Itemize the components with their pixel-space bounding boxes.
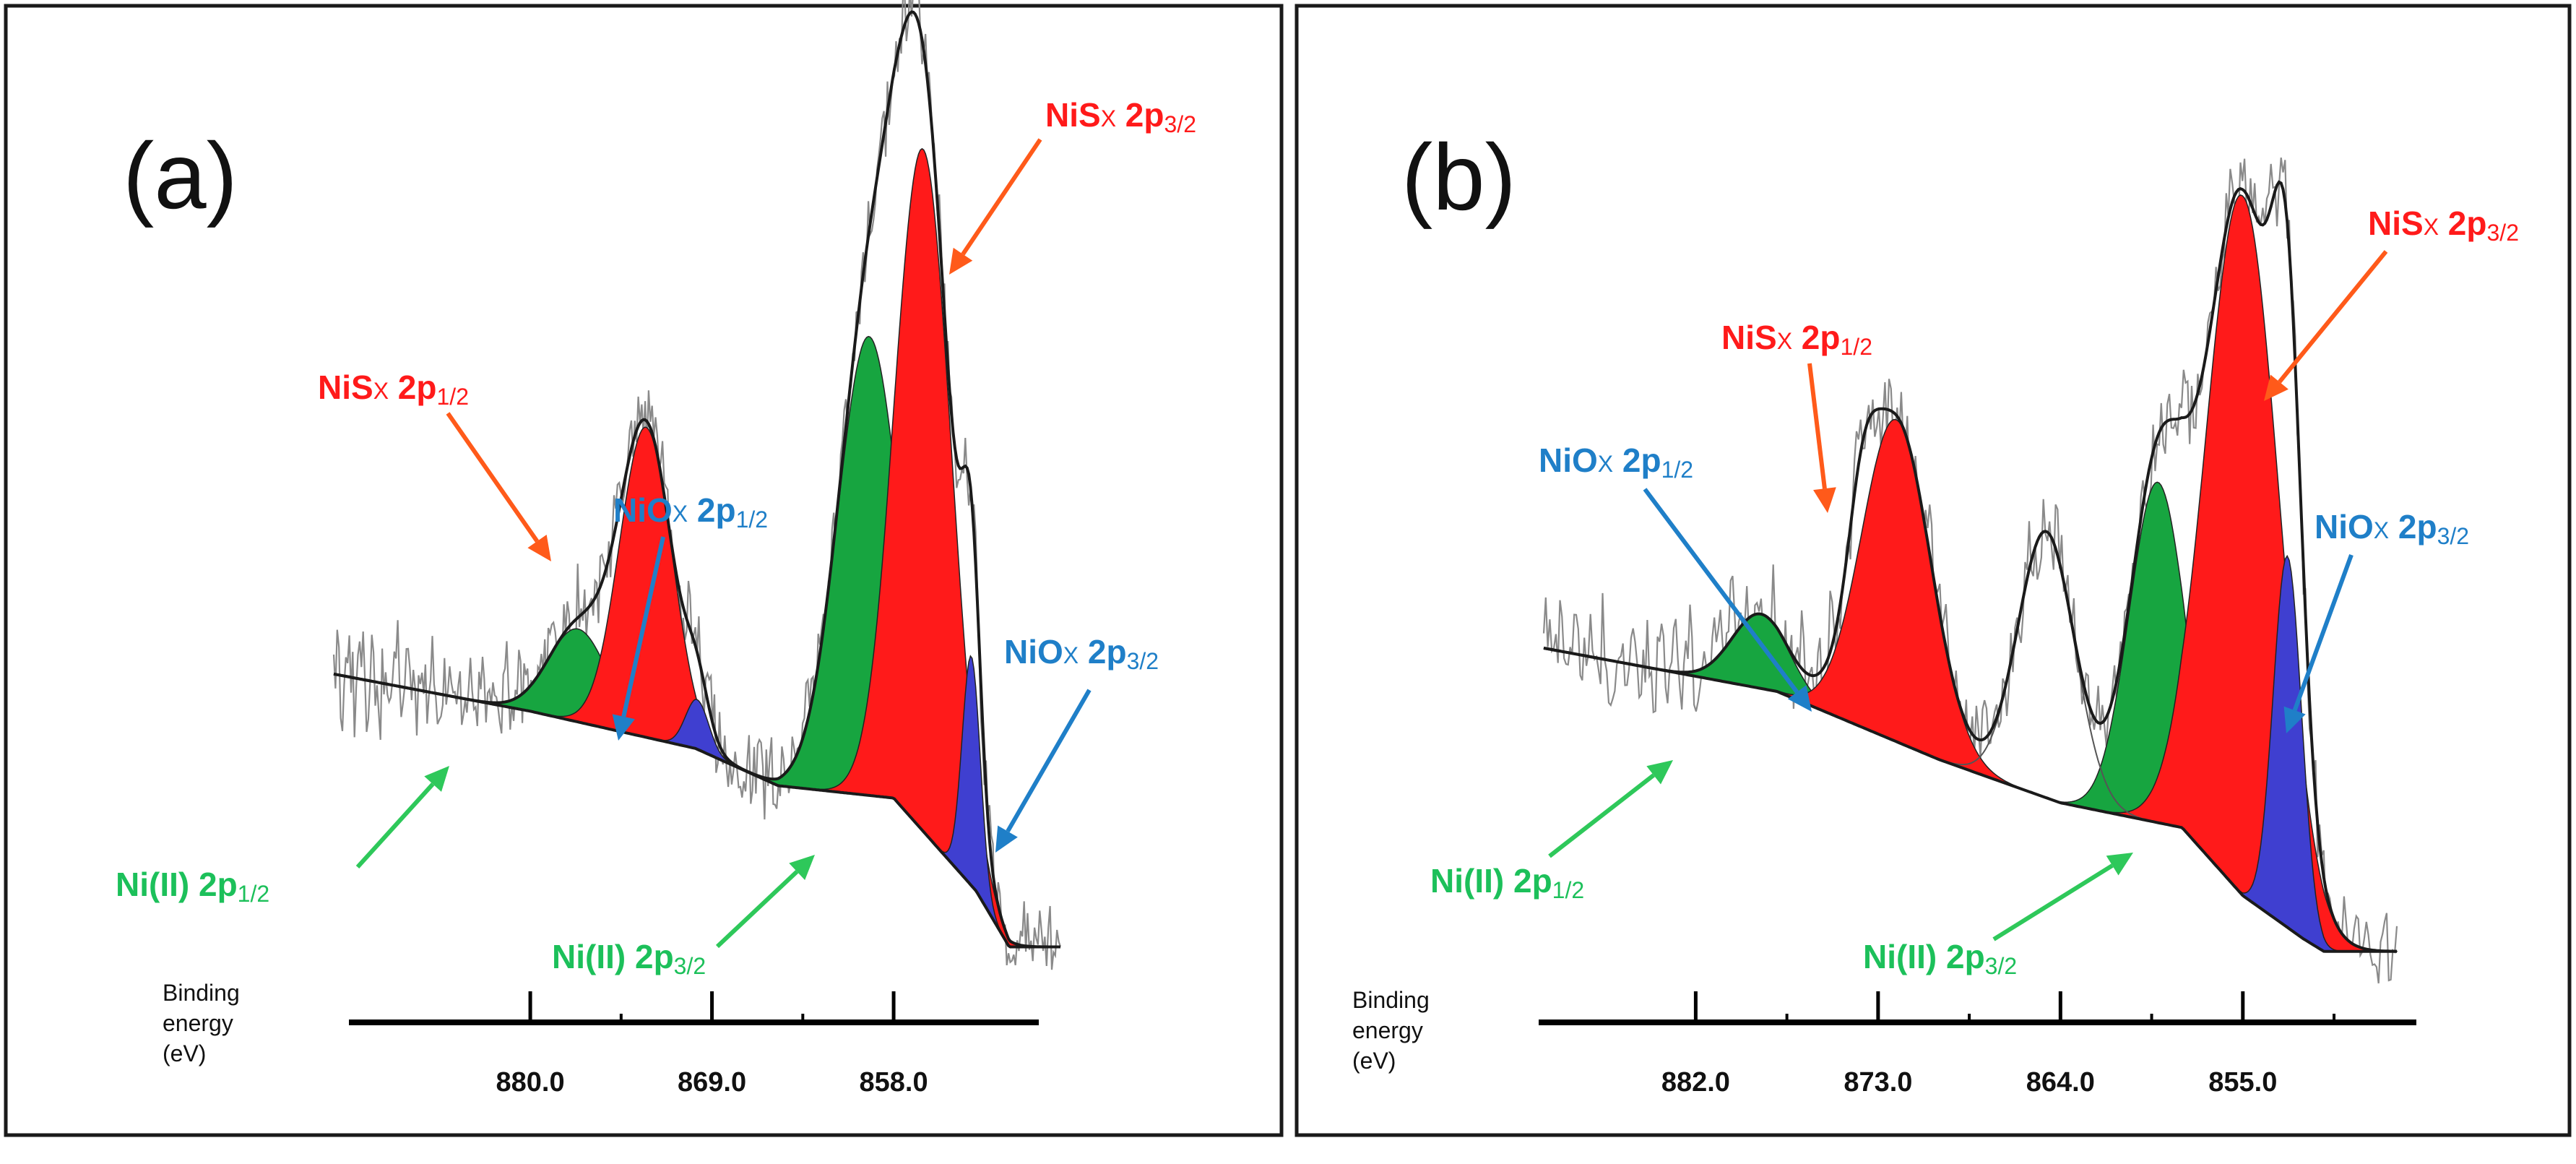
x-axis-label-line: Binding (1352, 987, 1430, 1013)
annotation-arrow (1807, 363, 1827, 489)
annotation-arrowhead (949, 247, 973, 275)
x-axis-label-line: Binding (163, 980, 240, 1006)
peak-label: NiSX 2p3/2 (2368, 204, 2519, 246)
peak-label: NiSX 2p1/2 (318, 368, 469, 410)
x-axis-label-line: (eV) (163, 1040, 206, 1066)
annotation-arrowhead (1787, 685, 1812, 712)
x-axis-label-line: energy (1352, 1017, 1423, 1043)
annotation-arrowhead (789, 855, 815, 880)
x-tick-label: 864.0 (2026, 1067, 2095, 1098)
peak-label: NiOX 2p1/2 (613, 491, 768, 533)
annotation-arrow (446, 412, 540, 543)
annotation-arrowhead (612, 714, 635, 741)
envelope-fit-curve (333, 10, 1060, 949)
annotation-arrow (355, 783, 435, 869)
peak-label: NiOX 2p1/2 (1539, 441, 1693, 483)
panel-title: (b) (1401, 124, 1516, 230)
annotation-arrow (715, 870, 799, 949)
peak-label: Ni(II) 2p3/2 (552, 938, 706, 979)
baseline-curve (1543, 647, 2397, 953)
annotation-arrow (1992, 863, 2114, 941)
x-tick-label: 882.0 (1661, 1067, 1730, 1098)
annotation-arrowhead (995, 825, 1018, 853)
panel-a-frame (4, 4, 1284, 1137)
peak-label: NiSX 2p1/2 (1721, 319, 1872, 360)
x-axis-label-line: energy (163, 1010, 233, 1036)
annotation-arrow (2278, 250, 2388, 384)
annotation-arrowhead (1813, 487, 1836, 513)
x-axis-label-line: (eV) (1352, 1048, 1396, 1074)
panel-title: (a) (123, 123, 238, 228)
panel-b-frame (1295, 4, 2572, 1137)
annotation-arrow (1548, 773, 1656, 858)
annotation-arrow (2292, 553, 2354, 712)
annotation-arrow (961, 138, 1042, 256)
annotation-arrow (1006, 689, 1092, 833)
x-tick-label: 869.0 (678, 1067, 746, 1098)
peak-label: NiSX 2p3/2 (1045, 96, 1196, 137)
x-tick-label: 873.0 (1844, 1067, 1912, 1098)
annotation-arrowhead (1646, 760, 1673, 785)
annotation-arrowhead (2264, 374, 2288, 401)
peak-label: Ni(II) 2p3/2 (1863, 938, 2017, 979)
annotation-arrowhead (2106, 853, 2133, 876)
x-tick-label: 855.0 (2208, 1067, 2277, 1098)
peak-label: Ni(II) 2p1/2 (1430, 862, 1584, 903)
annotation-arrowhead (2283, 706, 2306, 733)
x-tick-label: 858.0 (860, 1067, 928, 1098)
annotation-arrowhead (424, 766, 449, 792)
panel-b: 882.0 873.0 864.0 855.0 Binding energy (eV) (b)… (1352, 124, 2519, 1098)
annotation-arrowhead (527, 534, 551, 561)
peak-label: NiOX 2p3/2 (2314, 508, 2469, 549)
annotation-arrow (621, 536, 665, 717)
peak-label: NiOX 2p3/2 (1004, 633, 1159, 674)
envelope-fit-curve (1543, 180, 2397, 953)
peak-label: Ni(II) 2p1/2 (116, 866, 269, 907)
x-tick-label: 880.0 (496, 1067, 565, 1098)
annotation-arrow (1643, 488, 1799, 694)
panel-a: 880.0 869.0 858.0 Binding energy (eV) (a) NiSX … (116, 0, 1196, 1098)
